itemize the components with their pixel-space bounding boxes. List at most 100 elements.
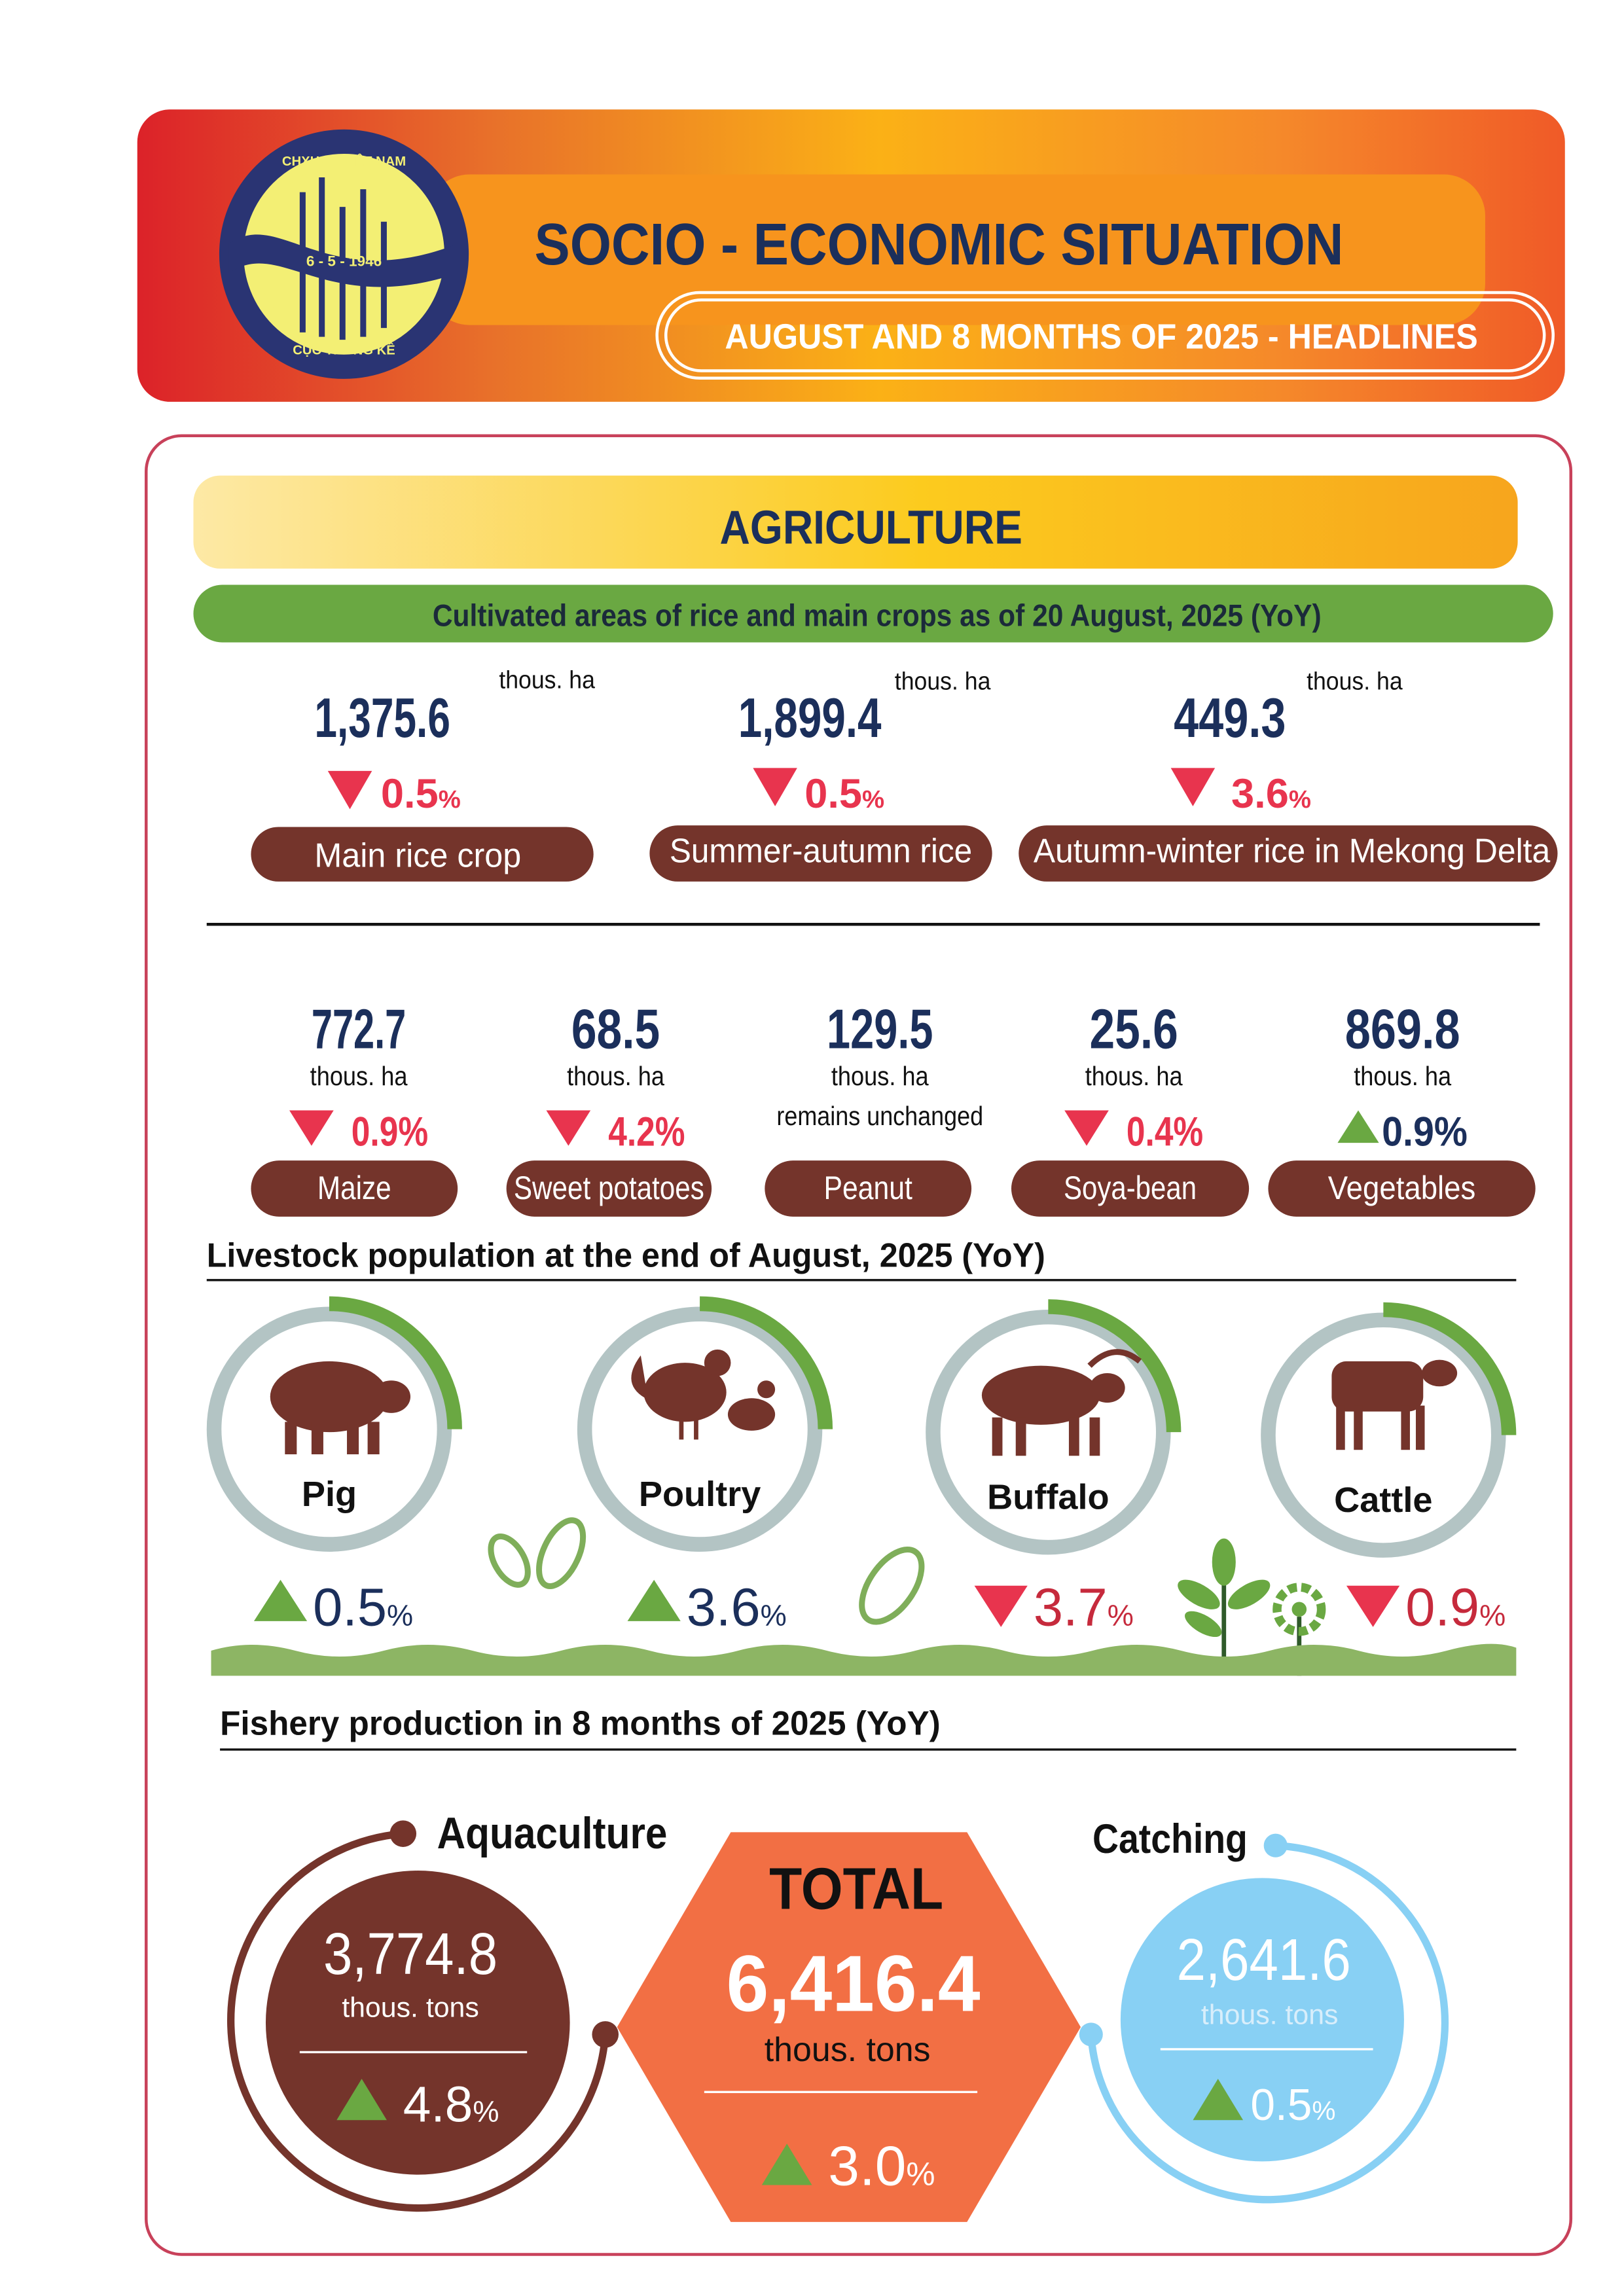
crop-unit: thous. ha	[831, 1061, 929, 1091]
catching-ring	[1087, 1842, 1449, 2204]
increase-arrow-icon	[761, 2144, 812, 2185]
total-unit: thous. tons	[765, 2030, 931, 2068]
decorative-leaves	[488, 1517, 925, 1625]
rice-label: Main rice crop	[314, 836, 521, 874]
aquaculture-value: 3,774.8	[323, 1921, 497, 1987]
livestock-arc	[329, 1296, 462, 1429]
rice-change: 3.6%	[1231, 771, 1311, 817]
crop-change: 0.9%	[352, 1109, 428, 1155]
header-band	[428, 174, 1485, 325]
crop-label: Soya-bean	[1064, 1170, 1197, 1206]
logo: 6 - 5 - 1946 CHXHCN VIỆT NAM CỤC THỐNG K…	[219, 129, 469, 379]
decrease-arrow-icon	[1064, 1110, 1109, 1146]
decrease-arrow-icon	[1346, 1585, 1400, 1627]
agriculture-title: AGRICULTURE	[720, 501, 1022, 554]
crop-value: 869.8	[1345, 998, 1460, 1061]
aquaculture-label: Aquaculture	[437, 1809, 668, 1858]
crop-unit: thous. ha	[567, 1061, 664, 1091]
rice-label-pill	[251, 827, 594, 882]
catching-card: Catching 2,641.6 thous. tons 0.5%	[1079, 1816, 1449, 2204]
total-label: TOTAL	[769, 1856, 943, 1922]
crop-change: 0.4%	[1127, 1109, 1203, 1155]
livestock-arc	[1048, 1299, 1182, 1433]
crop-label-pill	[1011, 1160, 1250, 1217]
leaf-icon	[488, 1533, 531, 1588]
subtitle-pill-outer	[655, 291, 1555, 380]
decrease-arrow-icon	[327, 770, 372, 810]
total-card: TOTAL 6,416.4 thous. tons 3.0%	[617, 1832, 1081, 2222]
rice-change: 0.5%	[381, 771, 461, 817]
livestock-label: Pig	[302, 1475, 357, 1514]
catching-value: 2,641.6	[1177, 1927, 1351, 1993]
logo-top-text: CHXHCN VIỆT NAM	[282, 153, 406, 169]
crop-label: Maize	[317, 1170, 391, 1206]
crop-label: Vegetables	[1328, 1170, 1476, 1206]
logo-year: 6 - 5 - 1946	[306, 253, 382, 269]
crop-label: Peanut	[824, 1170, 913, 1206]
page-title: SOCIO - ECONOMIC SITUATION	[534, 211, 1343, 278]
livestock-change: 0.5%	[313, 1579, 413, 1638]
grass-strip	[211, 1643, 1517, 1676]
livestock-label: Poultry	[639, 1475, 761, 1514]
rice-item: 449.3 thous. ha 3.6% Autumn-winter rice …	[1019, 668, 1558, 882]
crop-label-pill	[251, 1160, 458, 1217]
livestock-label: Buffalo	[987, 1477, 1109, 1516]
crops-title: Cultivated areas of rice and main crops …	[433, 599, 1322, 634]
aquaculture-card: Aquaculture 3,774.8 thous. tons 4.8%	[227, 1809, 668, 2212]
livestock-arc	[1383, 1302, 1517, 1435]
livestock-change: 3.7%	[1034, 1579, 1134, 1638]
decrease-arrow-icon	[1170, 768, 1216, 806]
rice-change: 0.5%	[804, 771, 884, 817]
increase-arrow-icon	[253, 1579, 308, 1621]
subtitle-pill-inner	[664, 298, 1546, 372]
total-hexagon	[617, 1832, 1081, 2222]
increase-arrow-icon	[1193, 2079, 1244, 2121]
rice-label: Summer-autumn rice	[670, 832, 972, 870]
livestock-ring	[206, 1306, 452, 1552]
rice-label-pill	[1019, 825, 1558, 882]
fishery-title: Fishery production in 8 months of 2025 (…	[220, 1704, 941, 1742]
catching-label: Catching	[1092, 1816, 1248, 1862]
rice-unit: thous. ha	[895, 668, 991, 696]
cattle-icon	[1331, 1359, 1458, 1450]
increase-arrow-icon	[627, 1579, 681, 1621]
crop-value: 25.6	[1090, 998, 1178, 1061]
agriculture-banner	[193, 475, 1518, 569]
crop-label: Sweet potatoes	[514, 1170, 704, 1206]
crop-unit: thous. ha	[1085, 1061, 1183, 1091]
livestock-ring	[577, 1306, 823, 1552]
decrease-arrow-icon	[546, 1110, 591, 1146]
crop-label-pill	[506, 1160, 712, 1217]
rice-item: 1,375.6 thous. ha 0.5% Main rice crop	[251, 666, 596, 882]
livestock-item: Pig 0.5%	[206, 1296, 462, 1638]
main-panel	[145, 434, 1573, 2256]
increase-arrow-icon	[1337, 1110, 1379, 1143]
plant-icon	[1178, 1538, 1271, 1673]
crop-unit: thous. ha	[1354, 1061, 1451, 1091]
crops-title-bar	[193, 584, 1553, 643]
livestock-item: Poultry 3.6%	[577, 1296, 833, 1638]
livestock-item: Cattle 0.9%	[1261, 1302, 1517, 1638]
catching-unit: thous. tons	[1201, 2000, 1339, 2031]
crop-change: 0.9%	[1382, 1109, 1468, 1155]
increase-arrow-icon	[336, 2079, 387, 2121]
decrease-arrow-icon	[974, 1585, 1028, 1627]
decrease-arrow-icon	[289, 1110, 334, 1146]
rice-value: 449.3	[1174, 687, 1286, 749]
crop-label-pill	[1268, 1160, 1536, 1217]
livestock-title: Livestock population at the end of Augus…	[207, 1236, 1045, 1274]
crop-value: 772.7	[312, 998, 406, 1061]
crop-value: 129.5	[827, 998, 933, 1061]
livestock-item: Buffalo 3.7%	[926, 1299, 1182, 1638]
catching-change: 0.5%	[1250, 2081, 1335, 2130]
logo-bottom-text: CỤC THỐNG KÊ	[293, 342, 395, 358]
leaf-icon	[536, 1517, 586, 1590]
livestock-ring	[1261, 1312, 1506, 1558]
aquaculture-change: 4.8%	[403, 2077, 499, 2132]
